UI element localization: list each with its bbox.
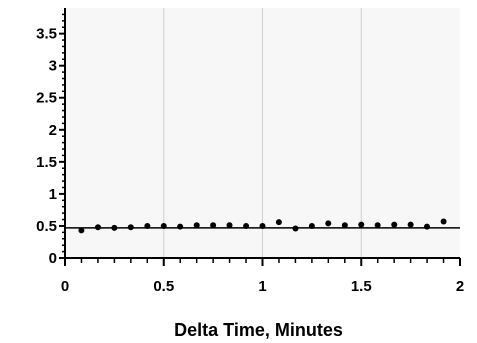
data-points: [78, 218, 447, 234]
y-tick-label: 0.5: [36, 218, 57, 235]
gridlines: [163, 8, 362, 258]
x-tick-label: 0.5: [153, 278, 174, 295]
data-point: [144, 222, 151, 229]
y-tick-label: 1: [49, 186, 57, 203]
data-point: [275, 219, 282, 226]
data-point: [308, 222, 315, 229]
data-point: [341, 222, 348, 229]
data-point: [440, 218, 447, 225]
data-point: [210, 222, 217, 229]
data-point: [177, 223, 184, 230]
data-point: [374, 222, 381, 229]
data-point: [127, 224, 134, 231]
y-tick-label: 3: [49, 58, 57, 75]
data-point: [226, 222, 233, 229]
x-tick-label: 1.5: [351, 278, 372, 295]
data-point: [292, 225, 299, 232]
data-point: [391, 221, 398, 228]
x-tick-label: 0: [61, 278, 69, 295]
y-tick-label: 2: [49, 122, 57, 139]
data-point: [160, 222, 167, 229]
x-axis-title: Delta Time, Minutes: [174, 320, 343, 340]
y-tick-label: 3.5: [36, 26, 57, 43]
data-point: [259, 222, 266, 229]
data-point: [94, 224, 101, 231]
data-point: [407, 221, 414, 228]
y-tick-label: 0: [49, 250, 57, 267]
data-point: [424, 223, 431, 230]
x-tick-label: 2: [456, 278, 464, 295]
y-tick-label: 2.5: [36, 90, 57, 107]
data-point: [325, 220, 332, 227]
y-tick-label: 1.5: [36, 154, 57, 171]
data-point: [243, 222, 250, 229]
x-tick-label: 1: [258, 278, 266, 295]
data-point: [111, 224, 118, 231]
axes: 0 0.5 1 1.5 2 2.5 3 3.5 0 0.5 1 1.5 2: [36, 8, 464, 295]
data-point: [78, 227, 85, 234]
data-point: [193, 222, 200, 229]
data-point: [358, 221, 365, 228]
